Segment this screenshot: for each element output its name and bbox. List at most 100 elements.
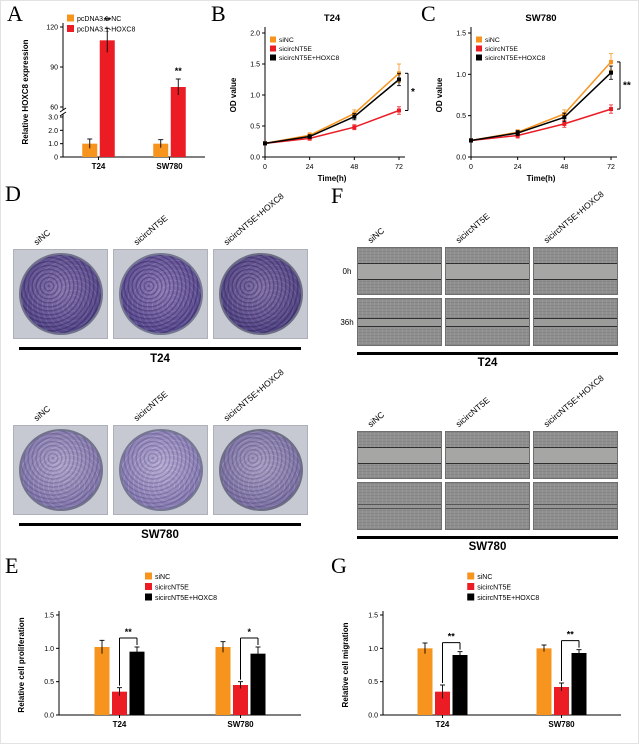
cell-line-label: T24 — [477, 357, 498, 369]
svg-text:sicircNT5E: sicircNT5E — [477, 585, 511, 592]
svg-text:SW780: SW780 — [525, 13, 556, 24]
svg-text:0.0: 0.0 — [456, 155, 466, 162]
condition-label: sicircNT5E — [131, 212, 170, 247]
wound-image — [445, 482, 530, 530]
svg-text:pcDNA3.1-NC: pcDNA3.1-NC — [77, 16, 121, 23]
svg-text:T24: T24 — [436, 720, 450, 729]
wound-image — [445, 431, 530, 479]
svg-text:**: ** — [623, 80, 631, 91]
condition-label: siNC — [31, 403, 53, 423]
svg-text:Relative HOXC8 expression: Relative HOXC8 expression — [21, 39, 30, 144]
colony-dish-image — [213, 425, 308, 515]
stained-dish — [18, 253, 103, 335]
svg-text:120: 120 — [46, 25, 58, 32]
svg-text:1.0: 1.0 — [48, 141, 58, 148]
cell-line-label: SW780 — [468, 541, 507, 553]
svg-text:1.5: 1.5 — [250, 62, 260, 69]
svg-text:sicircNT5E: sicircNT5E — [485, 46, 518, 53]
svg-text:1.0: 1.0 — [250, 93, 260, 100]
svg-text:sicircNT5E+HOXC8: sicircNT5E+HOXC8 — [485, 55, 545, 62]
condition-label: sicircNT5E — [453, 394, 492, 429]
svg-text:**: ** — [125, 627, 133, 637]
dish-row — [13, 425, 308, 515]
condition-label: sicircNT5E+HOXC8 — [541, 188, 606, 245]
wound-row — [337, 482, 621, 530]
svg-text:2.0: 2.0 — [48, 128, 58, 135]
condition-label: siNC — [365, 409, 387, 429]
svg-text:siNC: siNC — [485, 37, 500, 44]
svg-text:pcDNA3.1-HOXC8: pcDNA3.1-HOXC8 — [77, 27, 135, 34]
svg-text:sicircNT5E: sicircNT5E — [279, 46, 312, 53]
timepoint-label: 0h — [342, 266, 352, 276]
svg-text:OD value: OD value — [435, 77, 444, 112]
wound-image — [445, 247, 530, 295]
condition-labels-row: siNC sicircNT5E sicircNT5E+HOXC8 — [13, 367, 308, 425]
wound-image — [533, 482, 618, 530]
svg-text:0.0: 0.0 — [368, 713, 378, 720]
group-underline — [19, 347, 301, 350]
svg-text:0: 0 — [469, 164, 473, 171]
wound-row-36h: 36h — [337, 298, 621, 346]
svg-text:72: 72 — [607, 164, 615, 171]
svg-text:SW780: SW780 — [156, 162, 183, 171]
svg-text:T24: T24 — [324, 13, 341, 24]
wound-row-0h: 0h — [337, 247, 621, 295]
panel-f-t24-group: siNC sicircNT5E sicircNT5E+HOXC8 0h 36h … — [337, 189, 621, 369]
svg-text:0.5: 0.5 — [44, 679, 54, 686]
svg-text:3.0: 3.0 — [48, 115, 58, 122]
condition-label: sicircNT5E+HOXC8 — [541, 372, 606, 429]
svg-text:Relative cell proliferation: Relative cell proliferation — [17, 617, 26, 712]
panel-f-label: F — [331, 183, 344, 208]
svg-text:0.5: 0.5 — [250, 124, 260, 131]
svg-text:**: ** — [448, 632, 456, 642]
cell-line-label: SW780 — [141, 529, 179, 541]
svg-text:*: * — [247, 627, 251, 637]
svg-text:0.0: 0.0 — [250, 155, 260, 162]
svg-text:1.0: 1.0 — [44, 646, 54, 653]
stained-dish — [218, 429, 303, 511]
svg-text:1.0: 1.0 — [368, 646, 378, 653]
svg-text:0.5: 0.5 — [456, 113, 466, 120]
svg-text:siNC: siNC — [279, 37, 294, 44]
stained-dish — [218, 253, 303, 335]
timepoint-label: 36h — [340, 317, 354, 327]
group-underline — [19, 523, 301, 526]
cell-line-label: T24 — [150, 353, 170, 365]
panel-d-label: D — [5, 181, 21, 206]
panel-c-label: C — [421, 1, 436, 26]
svg-text:1.5: 1.5 — [368, 613, 378, 620]
svg-text:SW780: SW780 — [548, 720, 575, 729]
panel-b-label: B — [211, 1, 226, 26]
wound-row — [337, 431, 621, 479]
svg-text:24: 24 — [306, 164, 314, 171]
condition-label: sicircNT5E — [453, 210, 492, 245]
colony-dish-image — [113, 249, 208, 339]
panel-e-label: E — [5, 553, 19, 578]
stained-dish — [118, 253, 203, 335]
condition-labels-row: siNC sicircNT5E sicircNT5E+HOXC8 — [357, 189, 621, 247]
svg-text:1.5: 1.5 — [44, 613, 54, 620]
svg-text:2.0: 2.0 — [250, 31, 260, 38]
wound-image — [445, 298, 530, 346]
svg-text:*: * — [411, 87, 415, 98]
stained-dish — [118, 429, 203, 511]
dish-row — [13, 249, 308, 339]
wound-image — [533, 431, 618, 479]
colony-dish-image — [13, 425, 108, 515]
svg-text:OD value: OD value — [229, 77, 238, 112]
svg-text:0: 0 — [263, 164, 267, 171]
svg-text:0: 0 — [54, 155, 58, 162]
svg-text:0.0: 0.0 — [44, 713, 54, 720]
svg-text:siNC: siNC — [477, 574, 492, 581]
condition-label: sicircNT5E — [131, 388, 170, 423]
svg-text:60: 60 — [50, 105, 58, 112]
panel-a-label: A — [7, 1, 23, 26]
panel-c-line-chart: SW780 0.0 0.5 1.0 1.5 0 24 48 72 Time(h) OD value s… — [435, 13, 631, 183]
panel-e-bar-chart: 0.0 0.5 1.0 1.5 Relative cell proliferation s… — [17, 572, 301, 729]
wound-image — [357, 431, 442, 479]
svg-text:Relative cell migration: Relative cell migration — [341, 622, 350, 707]
wound-image — [533, 247, 618, 295]
svg-text:T24: T24 — [113, 720, 127, 729]
svg-text:1.5: 1.5 — [456, 31, 466, 38]
svg-text:90: 90 — [50, 65, 58, 72]
